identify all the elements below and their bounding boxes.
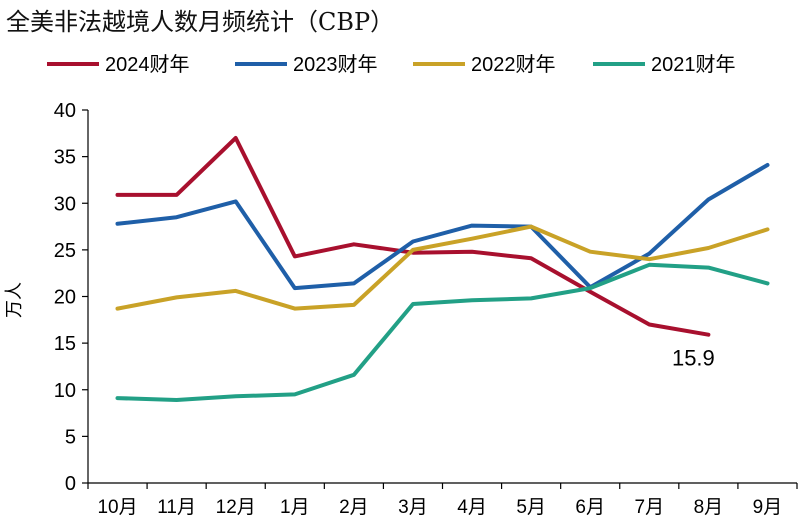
y-tick-label: 0 [65, 473, 76, 495]
series-group [115, 136, 770, 402]
x-tick-label: 4月 [457, 497, 487, 518]
x-tick-label: 5月 [516, 497, 546, 518]
series-line-0 [115, 136, 711, 337]
y-axis: 0 5 10 15 20 25 30 35 40 [54, 100, 89, 495]
series-line-2 [115, 224, 770, 311]
x-axis: 10月 11月 12月 1月 2月 3月 4月 5月 6月 7月 8月 9月 [87, 482, 798, 518]
legend-label-0: 2024财年 [105, 53, 190, 76]
legend-label-3: 2021财年 [651, 53, 736, 76]
y-tick-label: 35 [54, 147, 76, 169]
y-tick-label: 25 [54, 240, 76, 262]
data-label-0: 15.9 [672, 346, 715, 371]
series-line-3 [115, 262, 770, 402]
y-tick-label: 40 [54, 100, 76, 122]
y-tick-label: 30 [54, 193, 76, 215]
legend-label-2: 2022财年 [471, 53, 556, 76]
x-tick-label: 10月 [97, 497, 137, 518]
legend-label-1: 2023财年 [293, 53, 378, 76]
x-tick-label: 2月 [339, 497, 369, 518]
series-line-1 [115, 163, 770, 291]
y-axis-label: 万人 [4, 282, 25, 318]
y-tick-label: 20 [54, 287, 76, 309]
y-tick-label: 10 [54, 380, 76, 402]
x-tick-label: 12月 [216, 497, 256, 518]
x-tick-label: 9月 [753, 497, 783, 518]
x-tick-label: 6月 [575, 497, 605, 518]
x-tick-label: 3月 [398, 497, 428, 518]
x-tick-label: 1月 [280, 497, 310, 518]
chart-title: 全美非法越境人数月频统计（CBP） [6, 8, 395, 36]
x-tick-label: 8月 [694, 497, 724, 518]
x-tick-label: 7月 [635, 497, 665, 518]
legend: 2024财年 2023财年 2022财年 2021财年 [47, 53, 736, 76]
x-tick-label: 11月 [157, 497, 196, 518]
y-tick-label: 5 [65, 426, 76, 448]
annotations: 15.9 [672, 346, 715, 371]
y-tick-label: 15 [54, 333, 76, 355]
